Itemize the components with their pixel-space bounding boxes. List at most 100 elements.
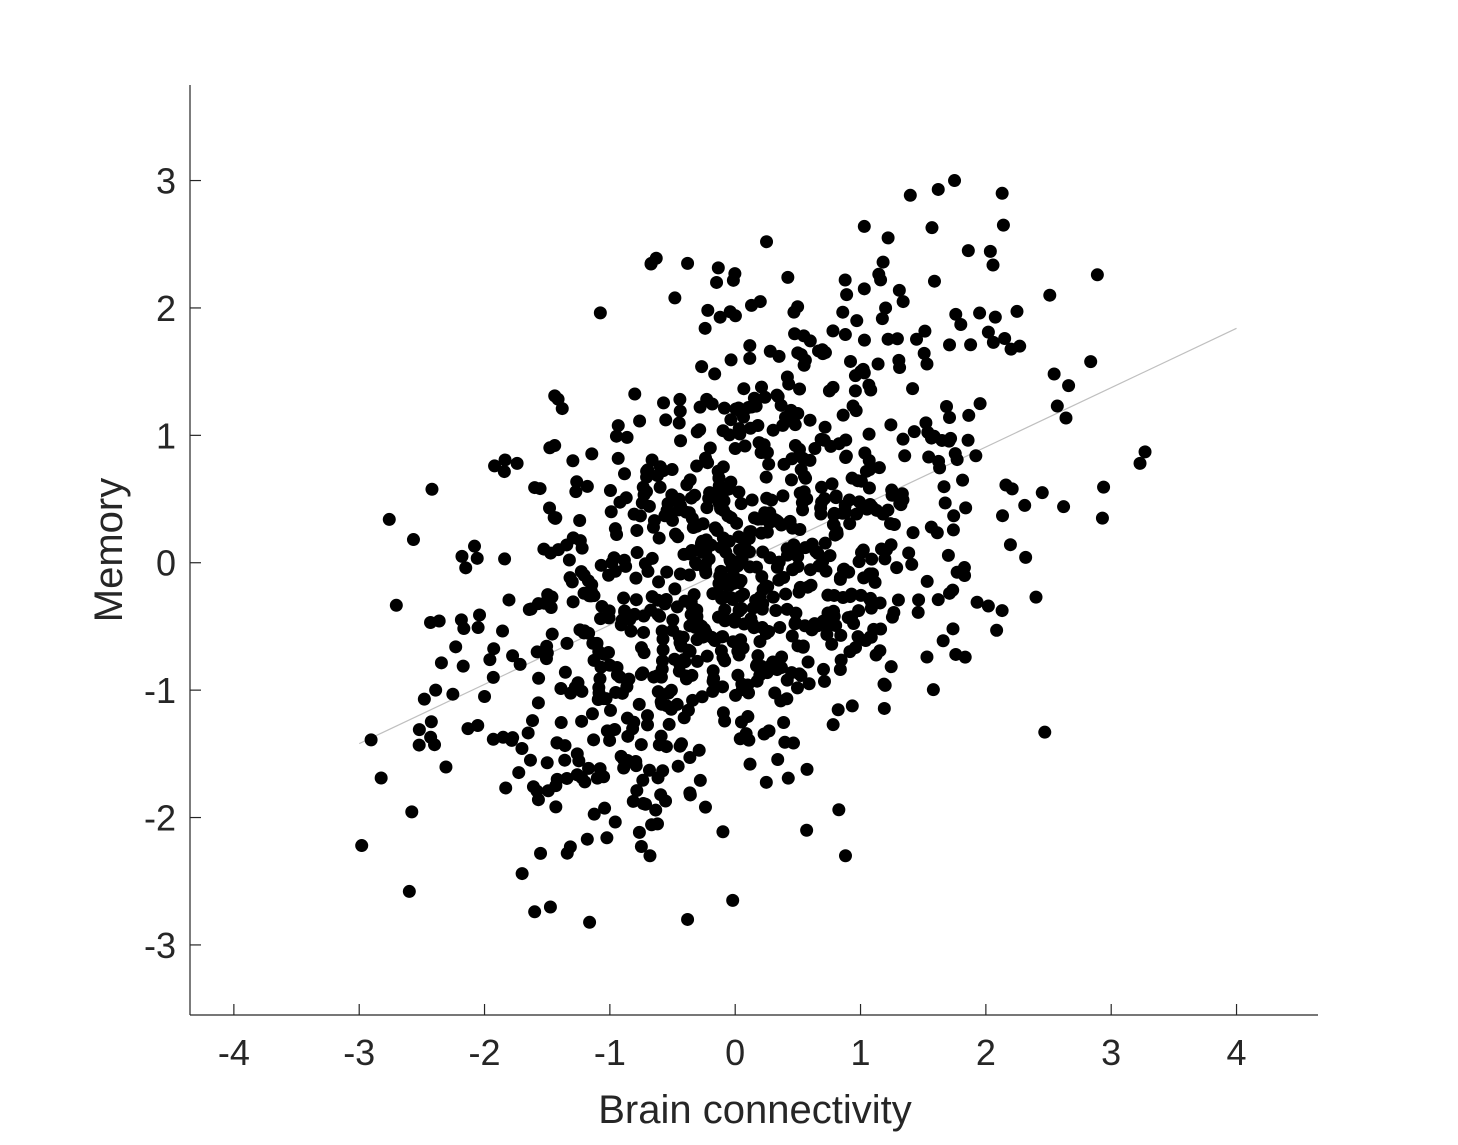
scatter-point [1010,304,1024,318]
scatter-point [499,781,513,795]
x-tick-label: 0 [725,1032,745,1073]
scatter-point [777,715,791,729]
scatter-point [566,454,580,468]
scatter-point [549,800,563,814]
scatter-point [771,752,785,766]
scatter-point [1047,367,1061,381]
scatter-point [734,633,748,647]
scatter-point [457,622,471,636]
scatter-point [665,488,679,502]
scatter-point [389,598,403,612]
scatter-point [540,639,554,653]
scatter-point [550,736,564,750]
scatter-point [872,461,886,475]
scatter-point [515,741,529,755]
scatter-point [470,551,484,565]
scatter-point [629,593,643,607]
scatter-point [513,657,527,671]
scatter-point [805,623,819,637]
scatter-point [925,221,939,235]
scatter-point [728,442,742,456]
scatter-point [651,685,665,699]
scatter-point [926,683,940,697]
scatter-point [893,497,907,511]
scatter-point [569,485,583,499]
scatter-point [956,473,970,487]
scatter-point [538,596,552,610]
scatter-point [772,349,786,363]
scatter-point [446,687,460,701]
scatter-point [874,622,888,636]
scatter-point [758,506,772,520]
scatter-point [970,595,984,609]
scatter-point [745,493,759,507]
scatter-point [682,568,696,582]
scatter-point [531,696,545,710]
scatter-point [937,480,951,494]
scatter-point [603,658,617,672]
scatter-point [781,270,795,284]
scatter-point [645,453,659,467]
scatter-point [832,803,846,817]
scatter-point [691,616,705,630]
scatter-point [512,766,526,780]
scatter-point [498,552,512,566]
scatter-point [487,642,501,656]
scatter-point [643,849,657,863]
scatter-point [506,649,520,663]
scatter-point [532,671,546,685]
scatter-point [657,396,671,410]
scatter-point [943,411,957,425]
scatter-point [595,599,609,613]
scatter-point [818,536,832,550]
scatter-point [718,590,732,604]
scatter-point [471,719,485,733]
scatter-point [683,788,697,802]
scatter-point [609,429,623,443]
scatter-point [800,762,814,776]
scatter-point [642,499,656,513]
scatter-point [571,676,585,690]
scatter-point [788,327,802,341]
scatter-point [907,425,921,439]
scatter-point [981,599,995,613]
scatter-point [690,459,704,473]
scatter-point [875,542,889,556]
scatter-point [911,605,925,619]
scatter-point [585,447,599,461]
scatter-point [986,258,1000,272]
scatter-point [630,523,644,537]
scatter-point [656,764,670,778]
scatter-point [670,600,684,614]
scatter-point [656,643,670,657]
scatter-point [554,682,568,696]
scatter-point [857,333,871,347]
scatter-point [724,413,738,427]
scatter-point [863,463,877,477]
scatter-point [732,648,746,662]
scatter-point [543,900,557,914]
x-axis-label: Brain connectivity [598,1088,911,1132]
scatter-point [704,538,718,552]
scatter-point [698,800,712,814]
scatter-point [728,612,742,626]
scatter-point [792,667,806,681]
scatter-point [654,788,668,802]
x-tick-label: -2 [469,1032,501,1073]
scatter-point [432,614,446,628]
scatter-point [905,557,919,571]
scatter-point [681,256,695,270]
scatter-point [1043,288,1057,302]
scatter-point [871,357,885,371]
scatter-point [864,601,878,615]
scatter-point [641,564,655,578]
scatter-point [714,540,728,554]
scatter-point [637,488,651,502]
scatter-point [640,718,654,732]
data-points [355,174,1152,929]
scatter-point [674,434,688,448]
scatter-point [755,380,769,394]
scatter-point [802,677,816,691]
scatter-point [406,533,420,547]
